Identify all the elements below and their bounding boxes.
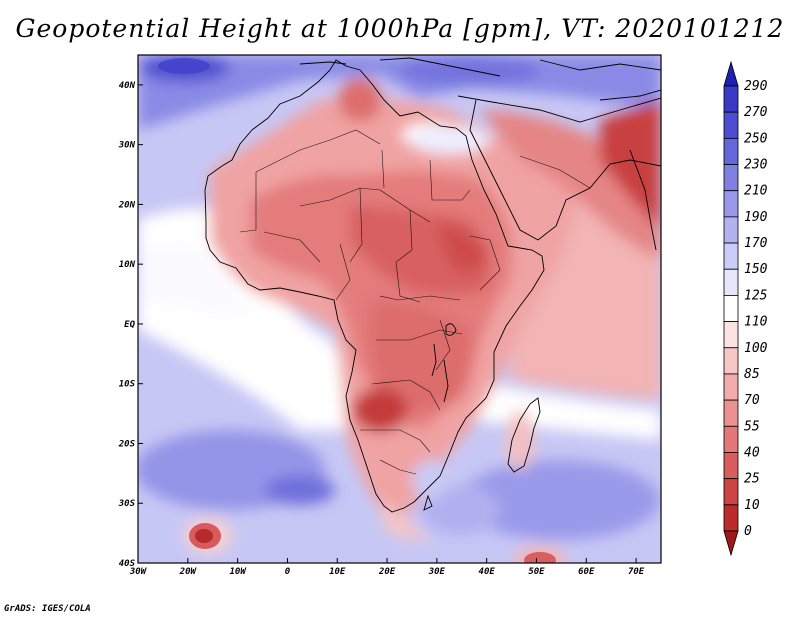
lat-tick-label: 20N	[118, 200, 136, 210]
colorbar-level-label: 190	[744, 210, 768, 225]
colorbar-swatch	[723, 85, 739, 113]
lon-tick-label: 30W	[129, 567, 148, 577]
lakes	[423, 323, 457, 511]
colorbar-level-label: 290	[744, 79, 768, 94]
lat-tick-label: 40S	[119, 559, 136, 569]
colorbar-level-label: 210	[744, 184, 768, 199]
geopotential-field	[138, 55, 661, 563]
colorbar-level-label: 150	[744, 262, 768, 277]
colorbar-swatch	[723, 242, 739, 270]
lon-tick-label: 20E	[378, 567, 396, 577]
lon-tick-label: 10W	[229, 567, 247, 577]
lon-tick-label: 50E	[528, 567, 545, 577]
colorbar-swatch	[723, 425, 739, 453]
colorbar-level-label: 100	[744, 341, 768, 356]
colorbar-level-label: 270	[744, 105, 768, 120]
map-title: Geopotential Height at 1000hPa [gpm], VT…	[15, 14, 785, 43]
map-frame	[137, 54, 662, 564]
colorbar-swatch	[723, 321, 739, 349]
colorbar-swatch	[723, 452, 739, 480]
colorbar-level-label: 125	[744, 288, 768, 303]
lon-tick-label: 10E	[329, 567, 346, 577]
colorbar-level-label: 250	[744, 131, 768, 146]
colorbar-level-label: 85	[744, 367, 760, 382]
lon-tick-label: 0	[285, 567, 291, 577]
lon-tick-label: 60E	[578, 567, 595, 577]
lat-tick-label: 20S	[118, 439, 136, 449]
lon-tick-label: 70E	[628, 567, 645, 577]
colorbar-level-label: 70	[744, 393, 760, 408]
colorbar-level-label: 25	[744, 472, 760, 487]
colorbar: 2902702502302101901701501251101008570554…	[723, 60, 768, 557]
colorbar-level-label: 10	[744, 498, 760, 513]
axis-ticks: 30W 20W 10W 0 10E 20E 30E 40E 50E 60E 70E 40N 30N 20N…	[118, 81, 645, 577]
colorbar-swatch	[723, 295, 739, 322]
lat-tick-label: 40N	[119, 81, 136, 91]
colorbar-level-label: 55	[744, 419, 760, 434]
lat-tick-label: 10N	[119, 260, 136, 270]
lon-tick-label: 20W	[179, 567, 198, 577]
colorbar-swatch	[723, 373, 739, 401]
lat-tick-label: 10S	[119, 380, 136, 390]
lat-tick-label: 30S	[118, 499, 136, 509]
colorbar-level-label: 0	[744, 524, 752, 539]
colorbar-level-label: 230	[744, 158, 768, 173]
country-borders	[239, 129, 591, 475]
colorbar-swatch	[723, 268, 739, 296]
colorbar-over-triangle	[723, 60, 739, 87]
lon-tick-label: 40E	[479, 567, 496, 577]
colorbar-level-label: 40	[744, 445, 760, 460]
colorbar-swatch	[723, 137, 739, 165]
lat-tick-label: EQ	[124, 320, 135, 330]
colorbar-swatch	[723, 478, 739, 506]
lat-tick-label: 30N	[118, 141, 136, 151]
coastlines	[204, 57, 661, 513]
colorbar-level-label: 170	[744, 236, 768, 251]
colorbar-swatch	[723, 190, 739, 218]
colorbar-under-triangle	[723, 530, 739, 557]
colorbar-swatch	[723, 399, 739, 427]
colorbar-swatch	[723, 164, 739, 192]
colorbar-swatch	[723, 216, 739, 244]
lon-tick-label: 30E	[428, 567, 446, 577]
colorbar-level-label: 110	[744, 315, 768, 330]
colorbar-swatch	[723, 504, 739, 532]
colorbar-swatch	[723, 111, 739, 139]
colorbar-swatch	[723, 347, 739, 375]
grads-credit: GrADS: IGES/COLA	[4, 604, 91, 614]
